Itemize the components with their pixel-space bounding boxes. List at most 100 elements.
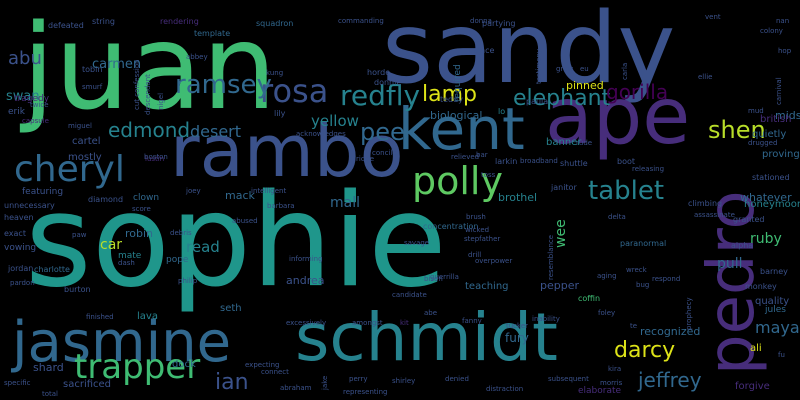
word: boston — [144, 153, 168, 161]
word: overpower — [475, 257, 513, 265]
word: barbara — [267, 202, 295, 210]
word: donna — [470, 17, 492, 25]
word: pinned — [566, 79, 604, 92]
word: lamp — [422, 82, 477, 107]
word: tobin — [82, 65, 103, 74]
word: finished — [86, 313, 114, 321]
word: expecting — [245, 361, 280, 369]
word: releasing — [632, 165, 665, 173]
word: drill — [468, 251, 482, 259]
word: forgive — [735, 381, 770, 392]
word: desert — [190, 122, 242, 141]
word: teddy — [440, 95, 463, 104]
word: pardon — [10, 279, 35, 287]
word: paula — [526, 97, 549, 106]
word: darcy — [614, 338, 676, 363]
word: pull — [717, 256, 743, 272]
word: savage — [404, 239, 430, 247]
word: jules — [765, 305, 786, 315]
word: seth — [220, 303, 242, 314]
word: shen — [708, 116, 766, 144]
word: burton — [64, 285, 91, 294]
word: shard — [33, 361, 64, 374]
word: pope — [166, 255, 189, 265]
word: cheryl — [14, 149, 125, 190]
word: miguel — [68, 122, 92, 130]
word: joey — [186, 187, 201, 195]
word: trapper — [74, 347, 201, 387]
word: drugged — [748, 139, 778, 147]
word: palace — [468, 46, 495, 55]
word: quality — [755, 296, 790, 307]
word: abbey — [186, 53, 208, 61]
word: resemblance — [547, 234, 555, 280]
word: distraction — [486, 385, 524, 393]
word: sacrificed — [63, 379, 112, 390]
word: amongst — [352, 319, 383, 327]
word: polly — [412, 159, 503, 203]
word: cartel — [72, 136, 101, 147]
word: jasmine — [12, 310, 232, 375]
word: assassinate — [694, 211, 735, 219]
word: shirley — [392, 377, 416, 385]
word: informing — [289, 255, 323, 263]
word: erik — [8, 107, 25, 117]
word: swan — [6, 89, 40, 104]
word: ruby — [750, 231, 782, 247]
word: charlotte — [34, 265, 70, 274]
word: rambo — [170, 109, 404, 193]
word: hop — [778, 47, 792, 55]
word: concile — [372, 149, 397, 157]
word: bar — [476, 151, 488, 159]
word: template — [194, 29, 231, 38]
word: colony — [760, 27, 783, 35]
word: representing — [343, 388, 388, 396]
word: te — [630, 322, 638, 330]
word: boot — [617, 157, 636, 166]
word: nigel — [157, 92, 165, 110]
word: paranormal — [620, 239, 667, 248]
word: midst — [775, 109, 800, 122]
word: abused — [232, 217, 258, 225]
word: featuring — [22, 187, 64, 197]
word: cut confession — [133, 59, 141, 110]
word: paw — [72, 231, 87, 239]
word: honeymoon — [744, 199, 800, 210]
word: string — [92, 17, 115, 26]
word: edmond — [108, 118, 191, 142]
word: eu — [580, 65, 589, 73]
word: monkey — [745, 282, 777, 291]
word: barney — [760, 267, 788, 276]
word: prophecy — [685, 297, 693, 330]
word: jordan — [8, 264, 34, 273]
word: wicked — [465, 226, 490, 234]
word: fu — [778, 351, 785, 359]
word: morris — [600, 379, 623, 387]
word: dash — [118, 259, 135, 267]
word: denied — [445, 375, 469, 383]
word: schmidt — [295, 299, 558, 376]
word: sandy — [382, 0, 676, 106]
word: tablet — [588, 176, 665, 206]
word: foley — [598, 309, 616, 317]
word: rude — [576, 139, 593, 147]
word: acknowledges — [296, 130, 346, 138]
word: andrea — [286, 274, 325, 287]
word: quietly — [752, 129, 787, 140]
word: brush — [466, 213, 486, 221]
word: ape — [545, 72, 691, 162]
word: abraham — [280, 384, 312, 392]
word: concentration — [423, 222, 479, 231]
word: dock — [172, 359, 196, 370]
word: vowing — [4, 243, 37, 253]
word: aging — [597, 272, 617, 280]
word: delta — [608, 213, 626, 221]
word: score — [132, 205, 151, 213]
word: toss — [481, 171, 496, 179]
word: mud — [748, 107, 764, 115]
word: fanny — [462, 317, 482, 325]
word: diamond — [88, 195, 124, 204]
word: rosa — [260, 72, 329, 110]
word: subsequent — [548, 375, 589, 383]
word: required — [453, 64, 463, 102]
